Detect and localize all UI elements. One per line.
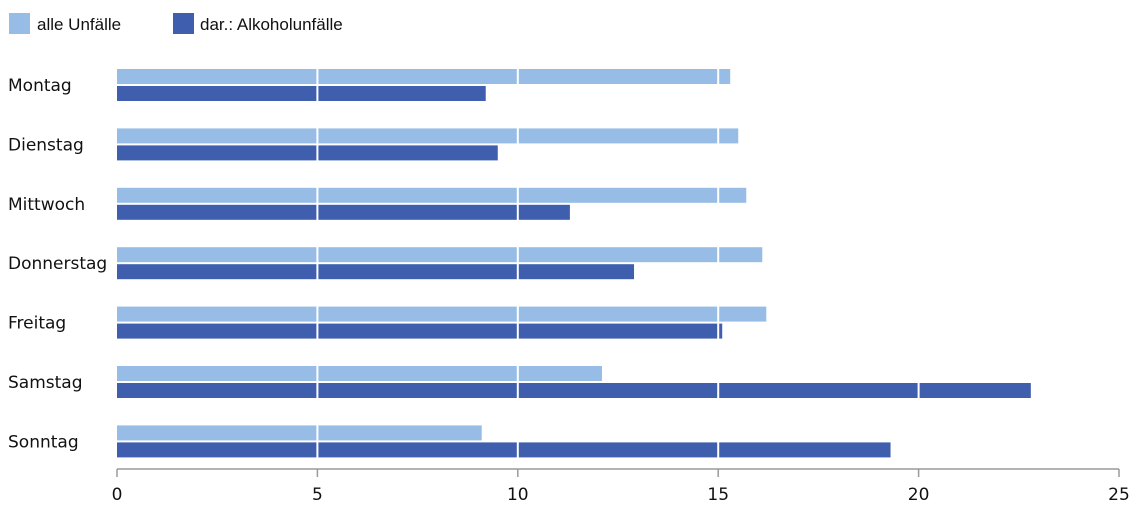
category-label-dienstag: Dienstag	[8, 135, 84, 155]
x-tick-label-10: 10	[507, 485, 529, 505]
bar-donnerstag-series-2	[117, 264, 635, 280]
legend: alle Unfälle dar.: Alkoholunfälle	[9, 13, 343, 34]
legend-label-2: dar.: Alkoholunfälle	[200, 15, 343, 34]
legend-label-1: alle Unfälle	[37, 15, 121, 34]
x-tick-label-5: 5	[312, 485, 323, 505]
category-label-montag: Montag	[8, 76, 72, 96]
legend-swatch-1	[9, 13, 30, 34]
category-label-freitag: Freitag	[8, 314, 66, 334]
bars	[117, 69, 1031, 458]
bar-mittwoch-series-2	[117, 204, 570, 220]
bar-samstag-series-1	[117, 366, 602, 381]
category-label-samstag: Samstag	[8, 373, 83, 393]
category-label-mittwoch: Mittwoch	[8, 195, 85, 215]
bar-donnerstag-series-1	[117, 247, 763, 263]
x-tick-label-20: 20	[908, 485, 930, 505]
x-tick-label-15: 15	[707, 485, 729, 505]
bar-mittwoch-series-1	[117, 187, 747, 203]
legend-swatch-2	[173, 13, 194, 34]
bar-freitag-series-2	[117, 323, 723, 339]
bar-dienstag-series-1	[117, 128, 739, 144]
x-tick-label-0: 0	[112, 485, 123, 505]
bar-samstag-series-2	[117, 383, 1031, 398]
category-labels: Montag Dienstag Mittwoch Donnerstag Freitag S…	[8, 76, 107, 452]
bar-sonntag-series-2	[117, 442, 891, 458]
bar-dienstag-series-2	[117, 145, 498, 161]
x-axis: 0 5 10 15 20 25	[112, 468, 1130, 505]
category-label-sonntag: Sonntag	[8, 432, 79, 452]
bar-montag-series-2	[117, 86, 486, 101]
x-tick-label-25: 25	[1108, 485, 1130, 505]
bar-montag-series-1	[117, 69, 731, 84]
category-label-donnerstag: Donnerstag	[8, 254, 107, 274]
gridlines	[316, 66, 920, 461]
bar-freitag-series-1	[117, 306, 767, 322]
bar-sonntag-series-1	[117, 425, 482, 441]
